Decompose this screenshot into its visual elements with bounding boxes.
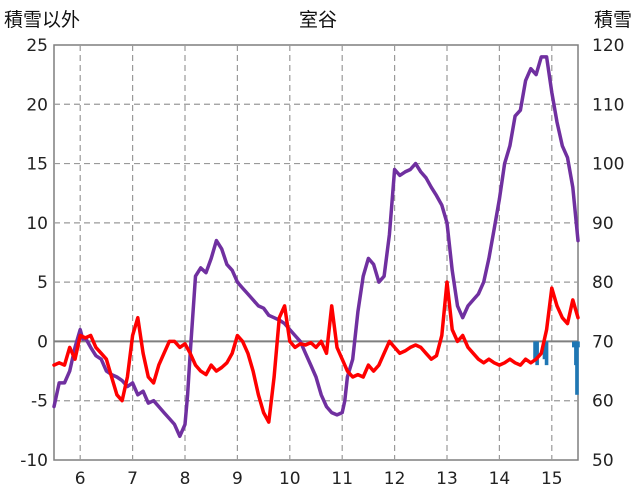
y-left-tick: -5 xyxy=(31,392,48,412)
snow-bar xyxy=(533,341,537,360)
y-axis-right-ticks: 120 110 100 90 80 70 60 50 xyxy=(592,36,624,471)
y-left-tick: 15 xyxy=(26,155,48,175)
x-tick: 14 xyxy=(489,469,511,489)
y-right-tick: 100 xyxy=(592,155,624,175)
series-line-purple xyxy=(52,55,580,439)
y-left-tick: 25 xyxy=(26,36,48,56)
x-tick: 7 xyxy=(127,469,138,489)
y-left-tick: 5 xyxy=(37,273,48,293)
y-right-tick: 120 xyxy=(592,36,624,56)
y-axis-left-ticks: 25 20 15 10 5 0 -5 -10 xyxy=(20,36,48,471)
y-left-tick: 0 xyxy=(37,332,48,352)
x-tick: 6 xyxy=(75,469,86,489)
series-line-red xyxy=(52,280,580,424)
snow-bar xyxy=(575,341,579,395)
y-right-tick: 60 xyxy=(592,392,614,412)
y-left-tick: 20 xyxy=(26,95,48,115)
snow-bar xyxy=(572,341,576,348)
x-tick: 15 xyxy=(541,469,563,489)
x-tick: 12 xyxy=(384,469,406,489)
x-tick: 10 xyxy=(279,469,301,489)
snow-depth-bars xyxy=(533,341,580,395)
x-axis-ticks: 6 7 8 9 10 11 12 13 14 15 xyxy=(75,469,563,489)
gridlines xyxy=(54,45,578,460)
x-tick: 13 xyxy=(436,469,458,489)
snow-bar xyxy=(576,341,580,348)
y-right-tick: 110 xyxy=(592,95,624,115)
y-right-tick: 90 xyxy=(592,214,614,234)
x-tick: 11 xyxy=(331,469,353,489)
y-left-tick: 10 xyxy=(26,214,48,234)
snow-bar xyxy=(542,341,547,360)
snow-bar xyxy=(544,341,549,366)
y-right-tick: 70 xyxy=(592,332,614,352)
y-right-tick: 80 xyxy=(592,273,614,293)
chart-title: 室谷 xyxy=(299,9,337,31)
y-axis-left-label: 積雪以外 xyxy=(4,9,80,31)
x-tick: 9 xyxy=(232,469,243,489)
y-left-tick: -10 xyxy=(20,451,48,471)
snow-bar xyxy=(535,341,539,366)
y-right-tick: 50 xyxy=(592,451,614,471)
x-tick: 8 xyxy=(180,469,191,489)
y-axis-right-label: 積雪 xyxy=(594,9,632,31)
